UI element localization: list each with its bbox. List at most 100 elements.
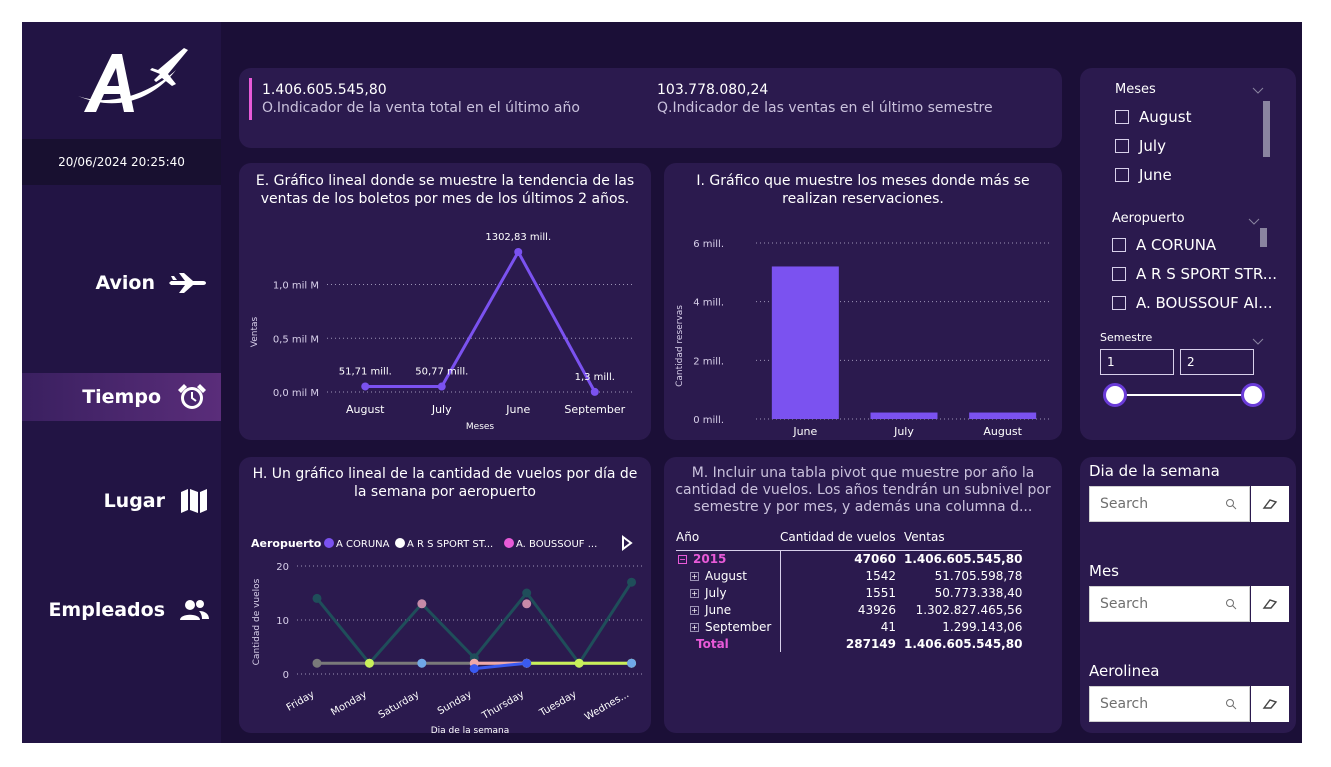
expand-icon[interactable]: + bbox=[690, 606, 699, 615]
checkbox[interactable] bbox=[1115, 168, 1129, 182]
flights-by-day-card: H. Un gráfico lineal de la cantidad de v… bbox=[239, 457, 651, 733]
expand-icon[interactable]: + bbox=[690, 572, 699, 581]
search-icon bbox=[1225, 595, 1237, 614]
checkbox-item[interactable]: A. BOUSSOUF AI... bbox=[1112, 288, 1277, 317]
people-icon bbox=[179, 598, 209, 622]
x-tick-label: July bbox=[431, 403, 452, 416]
checkbox[interactable] bbox=[1115, 139, 1129, 153]
kpi-accent-bar bbox=[249, 78, 252, 120]
eraser-icon[interactable] bbox=[1251, 486, 1289, 522]
search-input-aerolinea[interactable]: Search bbox=[1089, 686, 1250, 722]
search-slicer-title: Aerolinea bbox=[1089, 662, 1160, 680]
chevron-down-icon[interactable] bbox=[1252, 80, 1264, 99]
collapse-icon[interactable]: − bbox=[678, 555, 687, 564]
sales-cell: 1.406.605.545,80 bbox=[904, 550, 1022, 567]
row-label-cell: + September bbox=[676, 618, 780, 635]
range-slider-track bbox=[1116, 394, 1254, 396]
dashboard: 20/06/2024 20:25:40 Avion Tiempo Lugar E… bbox=[22, 22, 1302, 743]
y-tick-label: 0 bbox=[283, 670, 289, 681]
x-tick-label: September bbox=[564, 403, 625, 416]
chevron-right-icon bbox=[623, 537, 631, 549]
flights-cell: 1551 bbox=[780, 584, 904, 601]
chevron-down-icon[interactable] bbox=[1252, 331, 1264, 350]
search-icon bbox=[1225, 495, 1237, 514]
y-axis-label: Cantidad reservas bbox=[675, 305, 685, 387]
nav-tiempo[interactable]: Tiempo bbox=[22, 373, 221, 421]
x-tick-label: Sunday bbox=[436, 689, 474, 717]
legend-title: Aeropuerto bbox=[251, 537, 322, 550]
kpi-value: 103.778.080,24 bbox=[657, 82, 993, 98]
search-slicers-panel: Dia de la semana Search Mes Search Aerol… bbox=[1080, 457, 1296, 733]
scrollbar[interactable] bbox=[1260, 228, 1267, 247]
x-tick-label: June bbox=[792, 425, 817, 438]
x-tick-label: June bbox=[505, 403, 530, 416]
x-tick-label: August bbox=[346, 403, 385, 416]
checkbox-item[interactable]: July bbox=[1115, 131, 1192, 160]
data-point bbox=[575, 659, 584, 668]
kpi-semester-sales: 103.778.080,24 Q.Indicador de las ventas… bbox=[657, 82, 993, 116]
row-label: June bbox=[705, 603, 731, 617]
data-point bbox=[522, 659, 531, 668]
airplane-icon bbox=[169, 271, 209, 295]
checkbox-item[interactable]: August bbox=[1115, 102, 1192, 131]
checkbox[interactable] bbox=[1112, 267, 1126, 281]
data-point bbox=[627, 578, 636, 587]
checkbox[interactable] bbox=[1112, 238, 1126, 252]
search-slicer-title: Dia de la semana bbox=[1089, 462, 1220, 480]
sales-cell: 51.705.598,78 bbox=[904, 567, 1022, 584]
nav-lugar[interactable]: Lugar bbox=[22, 477, 221, 525]
search-input-mes[interactable]: Search bbox=[1089, 586, 1250, 622]
nav-avion[interactable]: Avion bbox=[22, 259, 221, 307]
expand-icon[interactable]: + bbox=[690, 589, 699, 598]
y-tick-label: 1,0 mil M bbox=[273, 281, 319, 292]
eraser-icon[interactable] bbox=[1251, 686, 1289, 722]
data-point bbox=[591, 388, 599, 396]
semester-to-input[interactable]: 2 bbox=[1180, 349, 1254, 375]
slicer-meses-list: August July June bbox=[1115, 102, 1192, 189]
range-slider-handle-min[interactable] bbox=[1103, 383, 1127, 407]
slicer-title-aeropuerto: Aeropuerto bbox=[1112, 211, 1185, 226]
sales-trend-chart: 0,0 mil M0,5 mil M1,0 mil MVentas51,71 m… bbox=[239, 163, 651, 440]
scrollbar[interactable] bbox=[1263, 101, 1270, 157]
search-slicer-title: Mes bbox=[1089, 562, 1119, 580]
data-label: 50,77 mill. bbox=[415, 367, 468, 378]
col-header-flights: Cantidad de vuelos bbox=[780, 524, 904, 550]
chevron-down-icon[interactable] bbox=[1248, 211, 1260, 230]
airline-logo bbox=[72, 40, 192, 120]
data-point bbox=[514, 248, 522, 256]
row-label: September bbox=[705, 620, 771, 634]
chart-title: M. Incluir una tabla pivot que muestre p… bbox=[664, 465, 1062, 516]
y-tick-label: 6 mill. bbox=[693, 239, 724, 250]
table-row: + August 1542 51.705.598,78 bbox=[676, 567, 1022, 584]
data-label: 51,71 mill. bbox=[339, 366, 392, 377]
data-point bbox=[417, 659, 426, 668]
nav-empleados[interactable]: Empleados bbox=[22, 586, 221, 634]
data-point bbox=[470, 664, 479, 673]
semester-from-input[interactable]: 1 bbox=[1100, 349, 1174, 375]
nav-label: Avion bbox=[95, 272, 155, 294]
row-label-cell: + August bbox=[676, 567, 780, 584]
range-slider-handle-max[interactable] bbox=[1241, 383, 1265, 407]
data-label: 1,3 mill. bbox=[575, 372, 615, 383]
x-tick-label: Monday bbox=[329, 689, 369, 718]
pivot-card: M. Incluir una tabla pivot que muestre p… bbox=[664, 457, 1062, 733]
checkbox[interactable] bbox=[1112, 296, 1126, 310]
sales-cell: 1.302.827.465,56 bbox=[904, 601, 1022, 618]
checkbox-item[interactable]: A CORUNA bbox=[1112, 230, 1277, 259]
col-header-sales: Ventas bbox=[904, 524, 1022, 550]
expand-icon[interactable]: + bbox=[690, 623, 699, 632]
slicer-aeropuerto-list: A CORUNA A R S SPORT STR... A. BOUSSOUF … bbox=[1112, 230, 1277, 317]
legend-marker bbox=[504, 538, 514, 548]
checkbox-item[interactable]: A R S SPORT STR... bbox=[1112, 259, 1277, 288]
x-tick-label: Saturday bbox=[377, 689, 422, 721]
checkbox-item[interactable]: June bbox=[1115, 160, 1192, 189]
data-point bbox=[361, 382, 369, 390]
eraser-icon[interactable] bbox=[1251, 586, 1289, 622]
slicer-title-meses: Meses bbox=[1115, 82, 1156, 97]
kpi-card: 1.406.605.545,80 O.Indicador de la venta… bbox=[239, 68, 1062, 148]
sales-cell: 50.773.338,40 bbox=[904, 584, 1022, 601]
row-label: 2015 bbox=[693, 552, 726, 566]
checkbox[interactable] bbox=[1115, 110, 1129, 124]
series-line bbox=[365, 252, 595, 392]
search-input-dia[interactable]: Search bbox=[1089, 486, 1250, 522]
